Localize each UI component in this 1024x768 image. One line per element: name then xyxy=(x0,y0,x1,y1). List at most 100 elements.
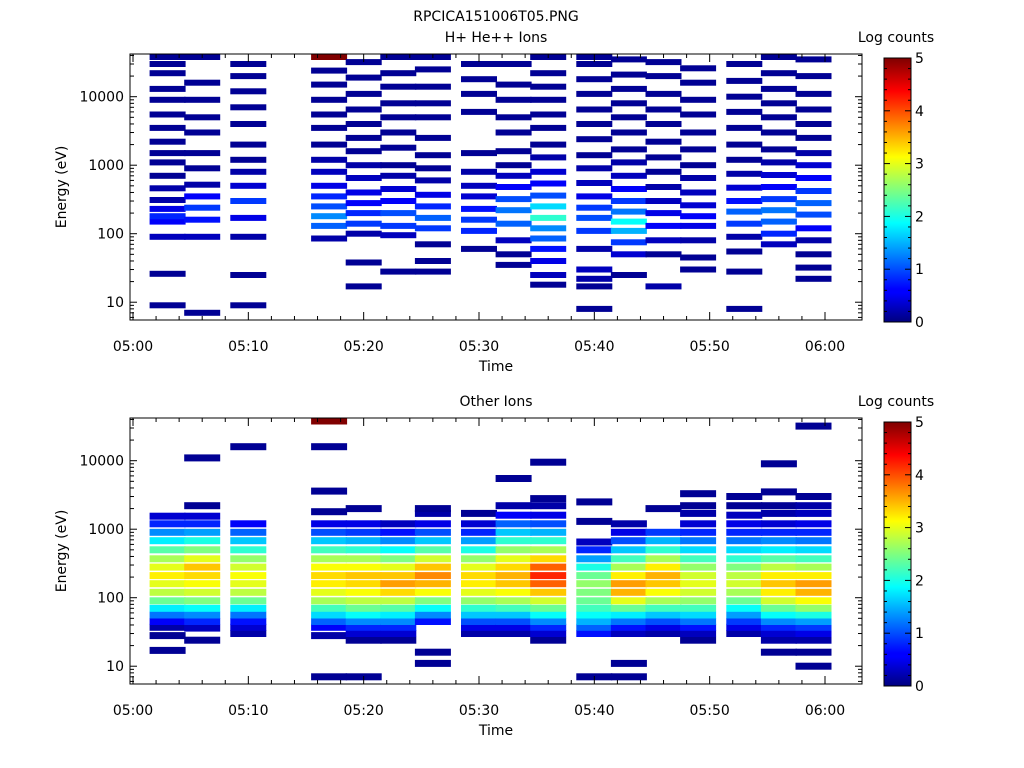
heatmap-cell xyxy=(760,509,797,517)
heatmap-cell xyxy=(726,618,763,625)
colorbar-tick-label: 2 xyxy=(915,209,924,225)
heatmap-cell xyxy=(576,136,613,143)
heatmap-cell xyxy=(576,563,613,571)
heatmap-cell xyxy=(461,168,497,175)
heatmap-cell xyxy=(645,168,682,175)
colorbar-label: Log counts xyxy=(858,30,934,46)
heatmap-cell xyxy=(530,502,567,510)
heatmap-cell xyxy=(461,630,497,637)
heatmap-cell xyxy=(680,111,717,118)
heatmap-cell xyxy=(311,623,348,631)
heatmap-cell xyxy=(610,100,647,107)
heatmap-cell xyxy=(495,630,532,637)
heatmap-cell xyxy=(530,225,567,232)
heatmap-cell xyxy=(380,144,417,151)
heatmap-cell xyxy=(610,563,647,571)
heatmap-cell xyxy=(414,177,451,184)
heatmap-cell xyxy=(380,162,417,169)
heatmap-cell xyxy=(495,555,532,563)
heatmap-cell xyxy=(230,572,267,580)
heatmap-cell xyxy=(795,121,832,127)
x-tick-label: 05:30 xyxy=(459,703,499,719)
heatmap-cell xyxy=(380,588,417,596)
heatmap-cell xyxy=(230,528,267,536)
heatmap-cell xyxy=(576,630,613,637)
heatmap-cell xyxy=(645,546,682,554)
heatmap-cell xyxy=(149,588,186,596)
heatmap-cell xyxy=(795,106,832,113)
heatmap-cell xyxy=(380,186,417,192)
heatmap-cell xyxy=(795,275,832,282)
heatmap-cell xyxy=(149,572,186,580)
heatmap-cell xyxy=(610,520,647,528)
heatmap-cell xyxy=(149,96,186,103)
heatmap-cell xyxy=(726,124,763,131)
heatmap-cell xyxy=(610,572,647,580)
y-axis: 10 100 1000 10000 xyxy=(79,54,862,318)
heatmap-cell xyxy=(726,156,763,163)
heatmap-cell xyxy=(795,546,832,554)
heatmap-cell xyxy=(760,555,797,563)
heatmap-cell xyxy=(149,111,186,118)
heatmap-cell xyxy=(610,227,647,234)
heatmap-cell xyxy=(495,520,532,528)
heatmap-cell xyxy=(610,159,647,166)
heatmap-cell xyxy=(230,104,267,111)
heatmap-cell xyxy=(645,283,682,290)
heatmap-cell xyxy=(149,218,186,225)
heatmap-cell xyxy=(414,555,451,563)
heatmap-cell xyxy=(610,604,647,612)
panel-title: H+ He++ Ions xyxy=(445,30,548,46)
x-tick-label: 05:20 xyxy=(343,339,383,355)
heatmap-cell xyxy=(795,588,832,596)
heatmap-cell xyxy=(726,198,763,204)
heatmap-cell xyxy=(184,611,221,619)
heatmap-cell xyxy=(345,259,382,266)
heatmap-cell xyxy=(311,537,348,545)
colorbar-tick-label: 0 xyxy=(915,315,924,331)
heatmap-cell xyxy=(461,76,497,83)
heatmap-cell xyxy=(680,162,717,169)
heatmap-cell xyxy=(345,121,382,127)
heatmap-cell xyxy=(610,546,647,554)
heatmap-cell xyxy=(184,563,221,571)
colorbar-tick-label: 5 xyxy=(915,51,924,67)
heatmap-cell xyxy=(645,106,682,113)
heatmap-cell xyxy=(576,498,613,506)
heatmap-cell xyxy=(726,528,763,536)
heatmap-cell xyxy=(414,66,451,73)
heatmap-cell xyxy=(345,528,382,536)
heatmap-cell xyxy=(149,85,186,92)
heatmap-cell xyxy=(795,636,832,644)
heatmap-cell xyxy=(311,222,348,229)
heatmap-cell xyxy=(345,134,382,141)
heatmap-cell xyxy=(680,630,717,637)
heatmap-cell xyxy=(795,604,832,612)
heatmap-cell xyxy=(495,511,532,519)
heatmap-cell xyxy=(311,96,348,103)
heatmap-cell xyxy=(461,520,497,528)
heatmap-cell xyxy=(530,111,567,118)
heatmap-cell xyxy=(760,502,797,510)
heatmap-cell xyxy=(184,520,221,528)
heatmap-cell xyxy=(184,114,221,121)
heatmap-cell xyxy=(530,546,567,554)
heatmap-cell xyxy=(380,537,417,545)
heatmap-cell xyxy=(230,141,267,148)
heatmap-cell xyxy=(345,59,382,66)
heatmap-cell xyxy=(149,520,186,528)
heatmap-cell xyxy=(184,216,221,223)
heatmap-cell xyxy=(726,588,763,596)
heatmap-cell xyxy=(184,502,221,510)
heatmap-cell xyxy=(230,156,267,163)
y-tick-label: 10 xyxy=(106,659,124,675)
heatmap-cell xyxy=(495,611,532,619)
x-tick-label: 05:00 xyxy=(113,703,153,719)
heatmap-cell xyxy=(230,555,267,563)
heatmap-cell xyxy=(645,222,682,229)
heatmap-cell xyxy=(530,636,567,644)
heatmap-cell xyxy=(530,572,567,580)
heatmap-cell xyxy=(461,623,497,631)
heatmap-cell xyxy=(760,580,797,588)
